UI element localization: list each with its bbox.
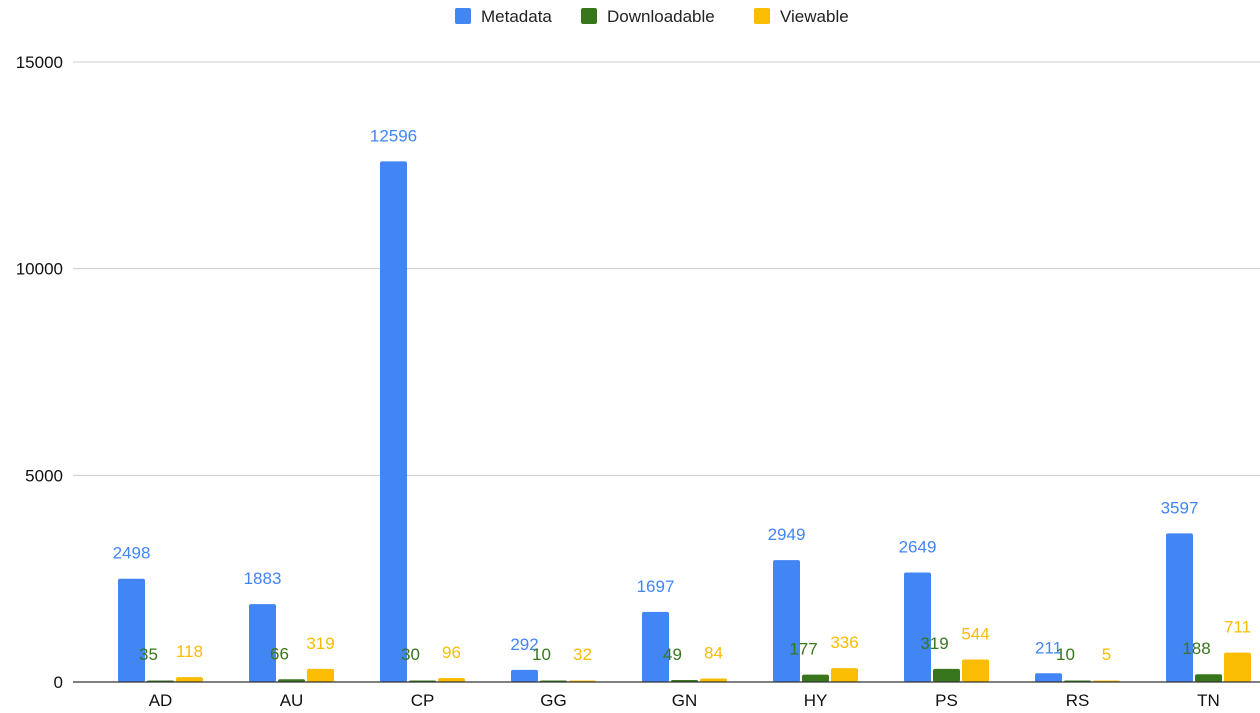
bar-viewable-cp — [438, 678, 465, 682]
x-tick-label: PS — [935, 691, 958, 710]
data-label: 319 — [920, 634, 948, 653]
y-tick-label: 15000 — [16, 53, 63, 72]
legend-swatch — [581, 8, 597, 24]
x-tick-label: AD — [149, 691, 173, 710]
bar-viewable-hy — [831, 668, 858, 682]
bar-viewable-au — [307, 668, 334, 682]
data-label: 12596 — [370, 126, 417, 145]
x-tick-label: GN — [672, 691, 698, 710]
bar-downloadable-hy — [802, 674, 829, 682]
data-label: 84 — [704, 644, 723, 663]
data-label: 35 — [139, 645, 158, 664]
legend-label: Metadata — [481, 7, 552, 26]
x-tick-label: CP — [411, 691, 435, 710]
data-label: 2649 — [899, 538, 937, 557]
legend-swatch — [754, 8, 770, 24]
data-label: 2498 — [113, 544, 151, 563]
bar-downloadable-ps — [933, 668, 960, 682]
y-tick-label: 5000 — [25, 466, 63, 485]
legend-label: Viewable — [780, 7, 849, 26]
data-label: 5 — [1102, 645, 1111, 664]
data-label: 211 — [1035, 638, 1062, 657]
gridlines — [73, 61, 1260, 476]
data-label: 544 — [961, 625, 989, 644]
bar-viewable-gn — [700, 678, 727, 682]
data-label: 1697 — [637, 577, 675, 596]
bar-metadata-rs — [1035, 673, 1062, 682]
bar-metadata-ps — [904, 572, 931, 682]
data-label: 319 — [306, 634, 334, 653]
x-tick-label: HY — [804, 691, 828, 710]
legend-label: Downloadable — [607, 7, 715, 26]
x-tick-label: RS — [1066, 691, 1090, 710]
bar-viewable-tn — [1224, 652, 1251, 682]
data-label: 188 — [1182, 639, 1210, 658]
data-label: 96 — [442, 643, 461, 662]
data-label: 292 — [510, 635, 538, 654]
bar-metadata-tn — [1166, 533, 1193, 682]
data-label: 118 — [176, 642, 203, 661]
data-label: 49 — [663, 645, 682, 664]
bar-viewable-ad — [176, 677, 203, 682]
bar-viewable-ps — [962, 659, 989, 682]
data-label: 336 — [830, 633, 858, 652]
bar-metadata-gn — [642, 611, 669, 682]
data-label: 711 — [1224, 618, 1251, 637]
bar-downloadable-tn — [1195, 674, 1222, 682]
bar-metadata-cp — [380, 161, 407, 682]
chart-legend: Metadata Downloadable Viewable — [455, 7, 849, 26]
legend-swatch — [455, 8, 471, 24]
data-label: 1883 — [244, 569, 282, 588]
bars — [118, 161, 1251, 682]
x-axis: AD AU CP GG GN HY PS RS TN — [149, 691, 1220, 710]
x-tick-label: TN — [1197, 691, 1220, 710]
bar-metadata-hy — [773, 560, 800, 682]
bar-metadata-gg — [511, 669, 538, 682]
data-label: 10 — [1056, 645, 1075, 664]
data-label: 30 — [401, 645, 420, 664]
bar-metadata-au — [249, 604, 276, 682]
data-label: 2949 — [768, 525, 806, 544]
data-label: 32 — [573, 645, 592, 664]
y-axis: 0 5000 10000 15000 — [16, 53, 63, 692]
y-tick-label: 0 — [54, 673, 63, 692]
bar-metadata-ad — [118, 578, 145, 682]
data-label: 66 — [270, 644, 289, 663]
x-tick-label: GG — [540, 691, 566, 710]
y-tick-label: 10000 — [16, 260, 63, 279]
bar-downloadable-au — [278, 679, 305, 682]
data-label: 177 — [789, 640, 817, 659]
x-tick-label: AU — [280, 691, 304, 710]
data-label: 10 — [532, 645, 551, 664]
data-label: 3597 — [1161, 498, 1199, 517]
